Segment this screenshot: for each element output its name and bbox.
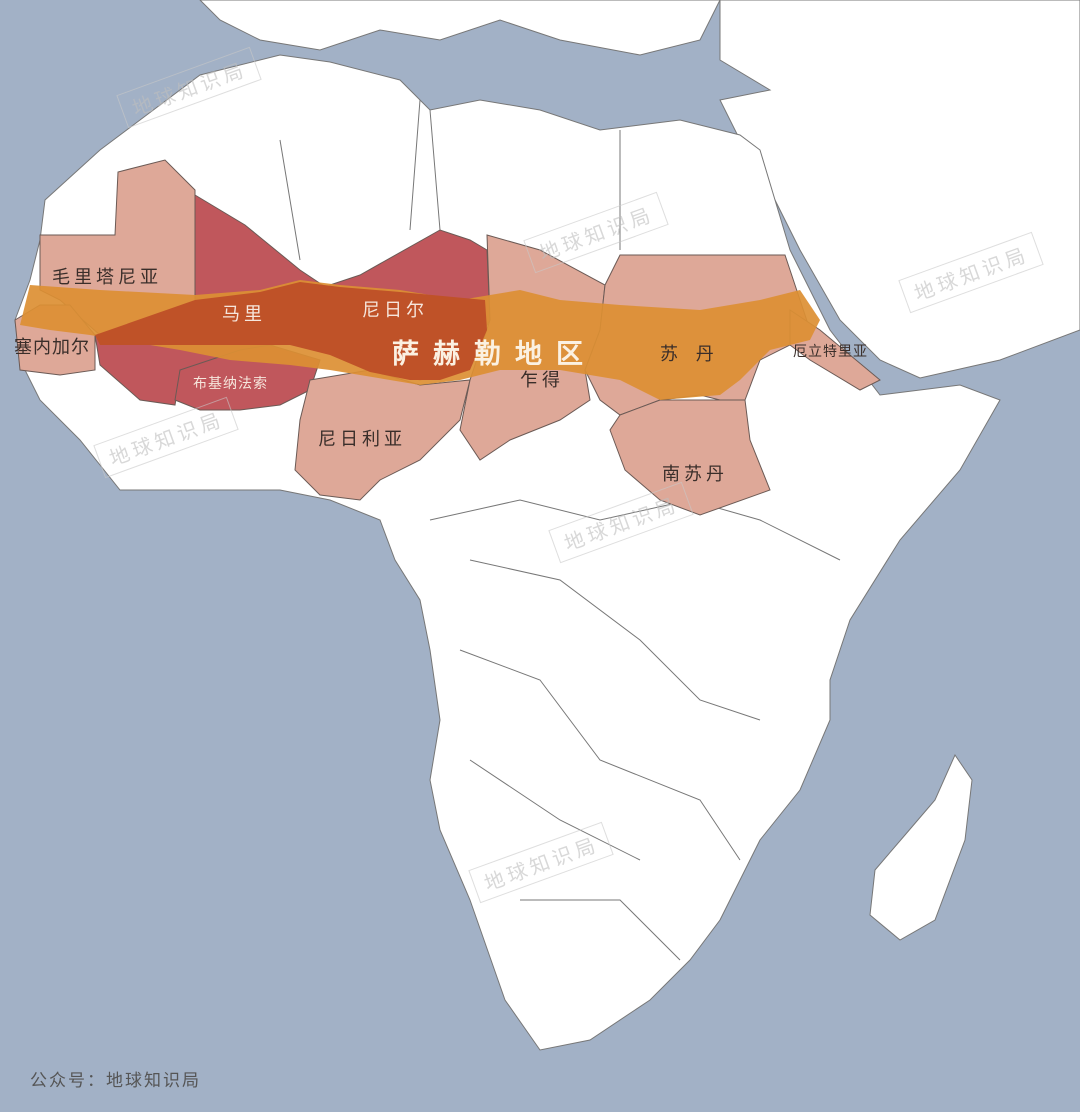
label-eritrea: 厄立特里亚 xyxy=(793,344,868,360)
label-mauritania: 毛里塔尼亚 xyxy=(52,267,162,288)
country-south-sudan[interactable] xyxy=(609,399,771,516)
interior-borders xyxy=(279,99,841,961)
label-south-sudan: 南苏丹 xyxy=(662,464,728,485)
label-senegal: 塞内加尔 xyxy=(14,337,90,358)
sahel-band-core xyxy=(95,282,487,380)
label-burkina-faso: 布基纳法索 xyxy=(193,376,268,392)
europe-landmass xyxy=(199,0,721,56)
label-sudan: 苏 丹 xyxy=(660,344,720,365)
footer-credit: 公众号：地球知识局 xyxy=(30,1071,201,1091)
label-chad: 乍得 xyxy=(520,370,564,391)
label-nigeria: 尼日利亚 xyxy=(318,429,406,450)
label-sahel-region: 萨赫勒地区 xyxy=(392,339,597,370)
label-niger: 尼日尔 xyxy=(362,300,428,321)
middle-east-landmass xyxy=(719,0,1080,379)
madagascar xyxy=(869,753,973,941)
label-mali: 马里 xyxy=(222,304,266,325)
